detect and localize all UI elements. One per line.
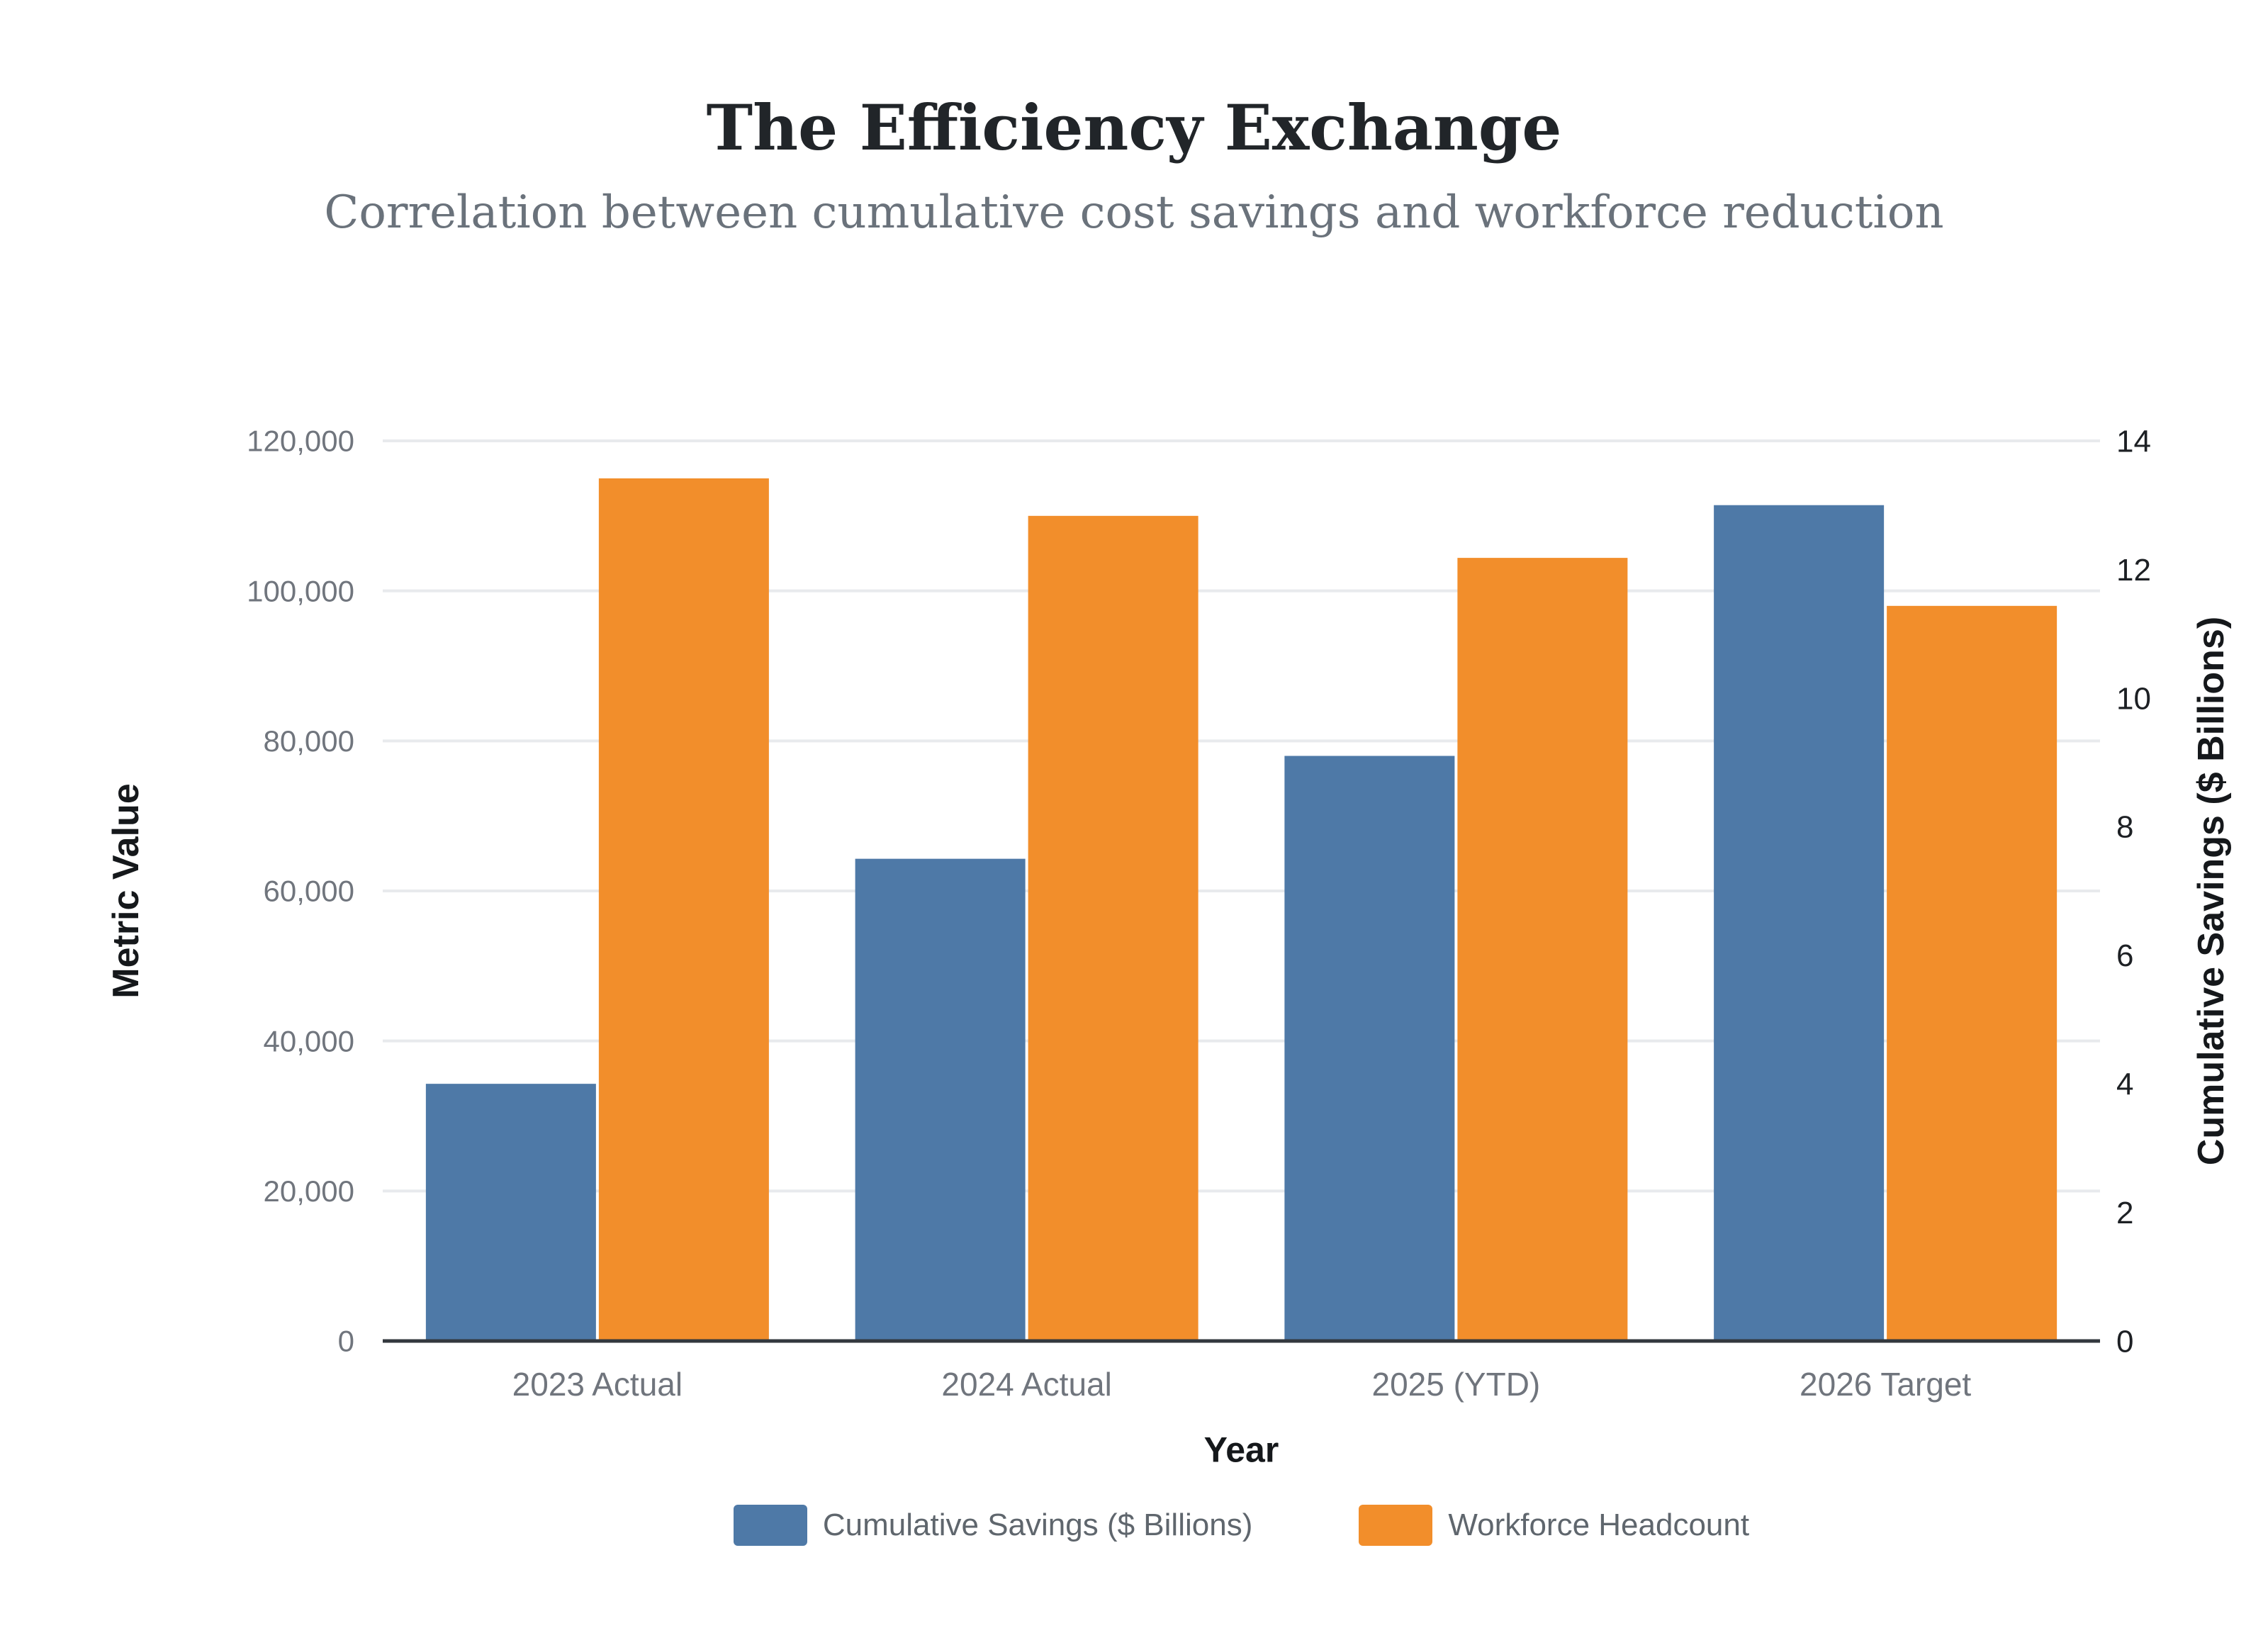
left-axis-tick-label: 100,000 — [247, 574, 354, 607]
x-axis-tick-label: 2024 Actual — [941, 1366, 1111, 1403]
bar-savings-3[interactable] — [1284, 756, 1455, 1342]
right-axis-tick-label: 0 — [2116, 1324, 2133, 1359]
bar-headcount-1[interactable] — [598, 478, 769, 1341]
legend-swatch-icon — [1359, 1505, 1433, 1546]
bar-headcount-2[interactable] — [1028, 515, 1198, 1342]
right-axis-tick-label: 12 — [2116, 553, 2151, 588]
right-axis-tick-label: 6 — [2116, 938, 2133, 973]
right-axis-title: Cumulative Savings ($ Billions) — [2191, 617, 2232, 1165]
right-axis-tick-label: 4 — [2116, 1067, 2133, 1102]
left-axis-tick-label: 120,000 — [247, 425, 354, 458]
legend-item-headcount[interactable]: Workforce Headcount — [1359, 1505, 1749, 1546]
left-axis-title: Metric Value — [106, 783, 147, 998]
legend-label: Workforce Headcount — [1448, 1508, 1750, 1542]
bar-savings-4[interactable] — [1714, 505, 1885, 1341]
chart-legend: Cumulative Savings ($ Billions) Workforce… — [383, 1504, 2100, 1547]
left-axis-tick-label: 40,000 — [264, 1024, 354, 1057]
right-axis-tick-label: 8 — [2116, 810, 2133, 845]
bar-savings-1[interactable] — [425, 1084, 596, 1341]
bar-savings-2[interactable] — [855, 858, 1026, 1341]
left-axis-tick-label: 20,000 — [264, 1174, 354, 1208]
left-axis-tick-label: 80,000 — [264, 724, 354, 758]
legend-label: Cumulative Savings ($ Billions) — [822, 1508, 1253, 1542]
right-axis-tick-label: 14 — [2116, 424, 2151, 459]
x-axis-tick-label: 2023 Actual — [512, 1366, 683, 1403]
legend-item-savings[interactable]: Cumulative Savings ($ Billions) — [733, 1505, 1253, 1546]
right-axis-tick-label: 2 — [2116, 1196, 2133, 1230]
chart-title: The Efficiency Exchange — [706, 91, 1562, 164]
x-axis-tick-label: 2026 Target — [1800, 1366, 1971, 1403]
right-axis-tick-label: 10 — [2116, 681, 2151, 716]
bar-headcount-3[interactable] — [1457, 558, 1628, 1341]
chart-subtitle: Correlation between cumulative cost savi… — [324, 186, 1944, 239]
x-axis-title: Year — [1204, 1430, 1279, 1470]
legend-swatch-icon — [733, 1505, 807, 1546]
bar-headcount-4[interactable] — [1887, 605, 2058, 1342]
x-axis-tick-label: 2025 (YTD) — [1372, 1366, 1541, 1403]
left-axis-tick-label: 0 — [338, 1325, 354, 1358]
left-axis-tick-label: 60,000 — [264, 875, 354, 908]
